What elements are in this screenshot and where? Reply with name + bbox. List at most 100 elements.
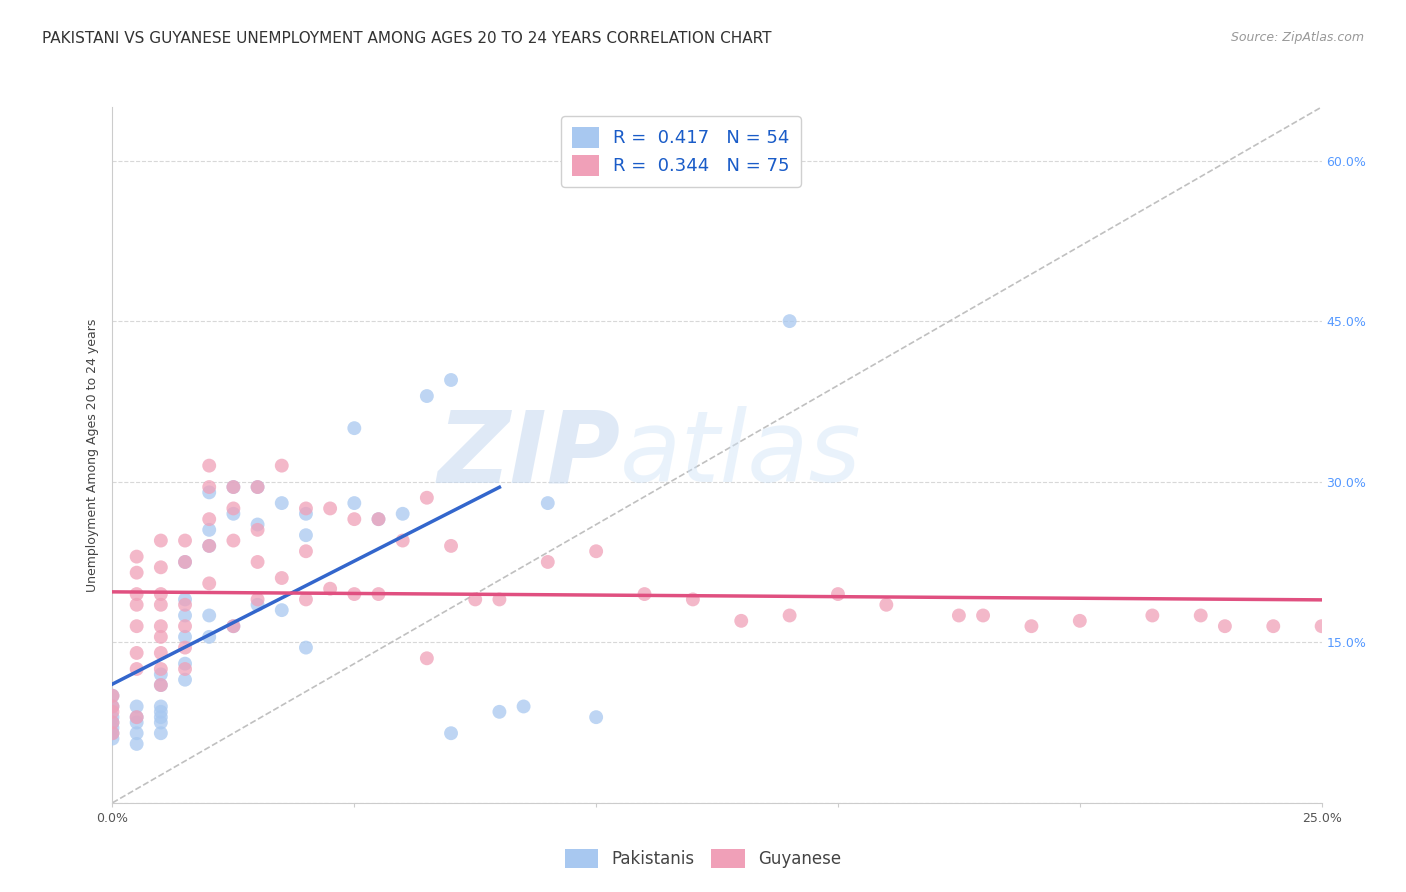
Point: [149, 560, 172, 574]
Point: [174, 662, 197, 676]
Point: [1213, 619, 1236, 633]
Point: [222, 507, 245, 521]
Point: [101, 689, 124, 703]
Point: [125, 566, 148, 580]
Point: [101, 689, 124, 703]
Point: [125, 726, 148, 740]
Point: [440, 726, 463, 740]
Point: [246, 480, 269, 494]
Text: ZIP: ZIP: [437, 407, 620, 503]
Point: [125, 598, 148, 612]
Point: [246, 480, 269, 494]
Point: [246, 555, 269, 569]
Point: [1069, 614, 1091, 628]
Point: [174, 657, 197, 671]
Point: [416, 651, 439, 665]
Point: [1189, 608, 1212, 623]
Point: [270, 458, 292, 473]
Point: [367, 512, 389, 526]
Point: [246, 517, 269, 532]
Point: [149, 662, 172, 676]
Point: [464, 592, 486, 607]
Point: [101, 699, 124, 714]
Point: [125, 710, 148, 724]
Point: [149, 678, 172, 692]
Point: [174, 630, 197, 644]
Point: [270, 571, 292, 585]
Point: [125, 737, 148, 751]
Point: [222, 619, 245, 633]
Y-axis label: Unemployment Among Ages 20 to 24 years: Unemployment Among Ages 20 to 24 years: [86, 318, 100, 591]
Point: [1263, 619, 1285, 633]
Point: [1021, 619, 1043, 633]
Point: [101, 726, 124, 740]
Point: [125, 715, 148, 730]
Point: [222, 480, 245, 494]
Point: [512, 699, 534, 714]
Point: [101, 721, 124, 735]
Point: [246, 592, 269, 607]
Point: [125, 699, 148, 714]
Point: [682, 132, 704, 146]
Point: [174, 673, 197, 687]
Point: [1142, 608, 1164, 623]
Point: [222, 533, 245, 548]
Point: [295, 640, 318, 655]
Point: [101, 705, 124, 719]
Point: [198, 630, 221, 644]
Point: [101, 726, 124, 740]
Point: [779, 314, 801, 328]
Point: [367, 587, 389, 601]
Point: [633, 587, 655, 601]
Point: [101, 699, 124, 714]
Point: [295, 507, 318, 521]
Point: [174, 555, 197, 569]
Point: [343, 587, 366, 601]
Point: [827, 587, 849, 601]
Point: [125, 619, 148, 633]
Point: [149, 715, 172, 730]
Point: [246, 598, 269, 612]
Point: [174, 555, 197, 569]
Point: [295, 501, 318, 516]
Point: [295, 544, 318, 558]
Point: [416, 389, 439, 403]
Point: [198, 512, 221, 526]
Point: [149, 598, 172, 612]
Legend: Pakistanis, Guyanese: Pakistanis, Guyanese: [558, 842, 848, 875]
Point: [101, 710, 124, 724]
Point: [174, 592, 197, 607]
Point: [198, 576, 221, 591]
Text: atlas: atlas: [620, 407, 862, 503]
Point: [125, 646, 148, 660]
Point: [149, 667, 172, 681]
Point: [779, 608, 801, 623]
Point: [149, 533, 172, 548]
Point: [416, 491, 439, 505]
Point: [149, 678, 172, 692]
Point: [222, 619, 245, 633]
Point: [367, 512, 389, 526]
Point: [174, 533, 197, 548]
Point: [537, 555, 560, 569]
Point: [270, 496, 292, 510]
Point: [295, 528, 318, 542]
Point: [198, 608, 221, 623]
Text: Source: ZipAtlas.com: Source: ZipAtlas.com: [1230, 31, 1364, 45]
Point: [125, 710, 148, 724]
Point: [682, 592, 704, 607]
Point: [149, 646, 172, 660]
Point: [101, 715, 124, 730]
Point: [488, 705, 510, 719]
Point: [149, 699, 172, 714]
Point: [319, 582, 342, 596]
Point: [125, 549, 148, 564]
Point: [174, 608, 197, 623]
Point: [149, 587, 172, 601]
Point: [222, 480, 245, 494]
Point: [198, 485, 221, 500]
Point: [343, 496, 366, 510]
Point: [440, 373, 463, 387]
Point: [319, 501, 342, 516]
Legend: R =  0.417   N = 54, R =  0.344   N = 75: R = 0.417 N = 54, R = 0.344 N = 75: [561, 116, 800, 186]
